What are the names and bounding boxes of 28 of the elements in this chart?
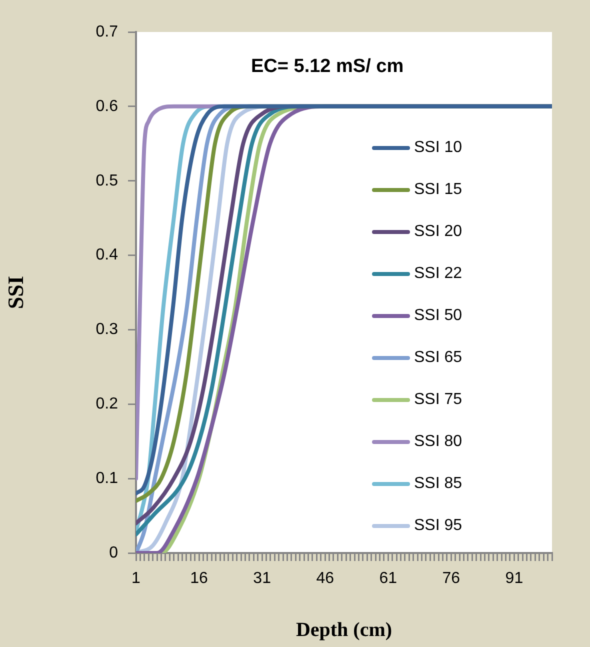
- y-tick-label: 0.7: [96, 23, 118, 40]
- x-tick-label: 31: [253, 570, 272, 588]
- x-tick-label: 61: [379, 570, 398, 588]
- legend-label: SSI 10: [414, 139, 462, 157]
- y-tick-label: 0.2: [96, 396, 118, 413]
- legend-label: SSI 95: [414, 517, 462, 535]
- y-tick-label: 0.5: [96, 172, 118, 190]
- legend-label: SSI 75: [414, 391, 462, 409]
- y-tick-label: 0.3: [96, 321, 118, 338]
- x-tick-label: 76: [442, 570, 460, 588]
- legend-label: SSI 85: [414, 475, 462, 493]
- y-tick-label: 0.4: [96, 246, 118, 264]
- legend-label: SSI 15: [414, 181, 462, 199]
- x-tick-label: 1: [132, 570, 141, 588]
- x-tick-label: 16: [190, 570, 208, 588]
- x-tick-label: 46: [316, 570, 334, 588]
- y-tick-label: 0.1: [96, 470, 118, 487]
- legend-label: SSI 80: [414, 433, 462, 451]
- legend-label: SSI 50: [414, 307, 462, 325]
- text: EC= 5.12 mS/ cm: [251, 56, 404, 78]
- x-axis-title: Depth (cm): [296, 619, 392, 642]
- x-tick-label: 91: [505, 570, 524, 588]
- legend-label: SSI 22: [414, 265, 462, 283]
- y-axis-title: SSI: [2, 276, 28, 310]
- legend-label: SSI 20: [414, 223, 462, 241]
- y-tick-label: 0: [109, 544, 118, 562]
- legend-label: SSI 65: [414, 349, 462, 367]
- y-tick-label: 0.6: [96, 98, 118, 115]
